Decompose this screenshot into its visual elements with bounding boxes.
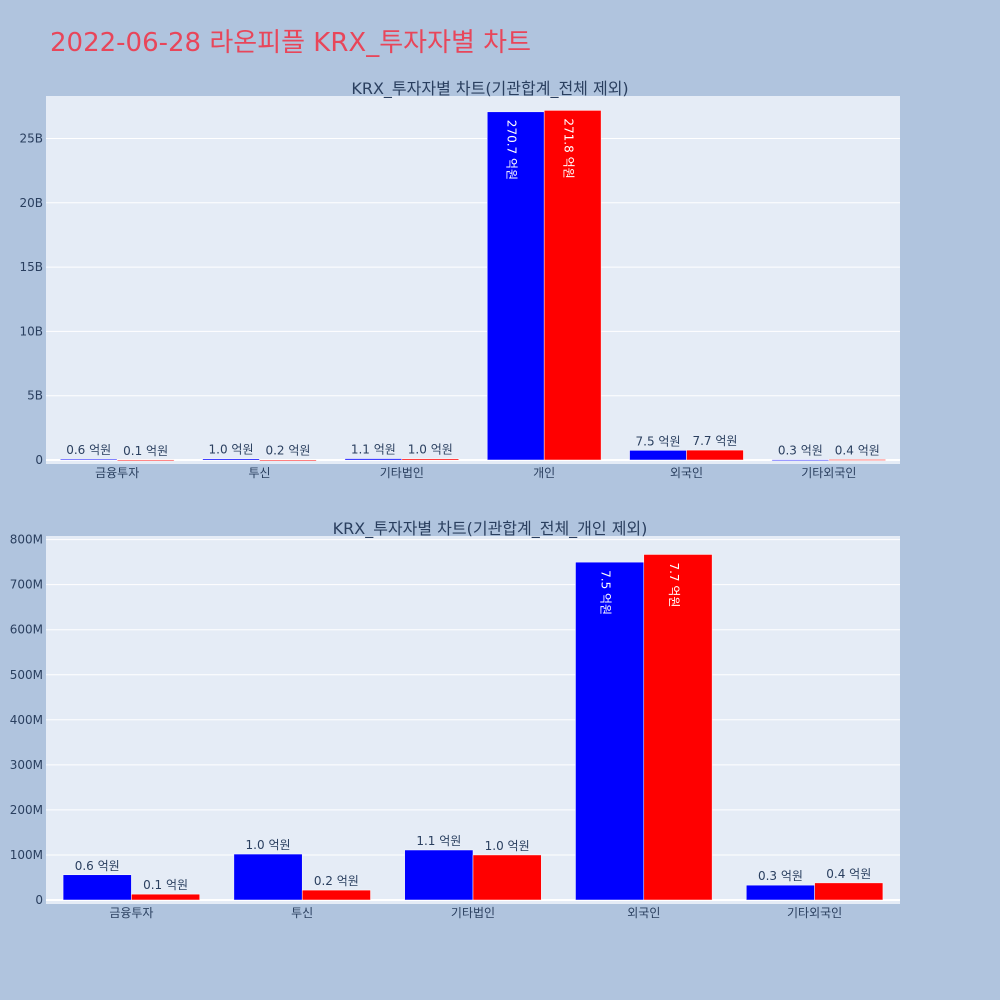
y-tick-label: 400M (10, 713, 43, 727)
bar-buy (629, 450, 687, 461)
y-tick-label: 300M (10, 758, 43, 772)
bar-sell (472, 854, 542, 901)
y-tick-label: 500M (10, 668, 43, 682)
data-label: 271.8 억원 (562, 118, 576, 178)
bar-buy (771, 459, 830, 461)
bar-buy (62, 874, 132, 901)
x-tick-label: 투신 (248, 466, 270, 480)
y-tick-label: 200M (10, 803, 43, 817)
x-tick-label: 기타법인 (380, 466, 424, 480)
data-label: 1.0 억원 (485, 839, 530, 853)
bar-buy (59, 458, 118, 461)
data-label: 7.7 억원 (667, 562, 681, 607)
data-label: 0.4 억원 (826, 867, 871, 881)
bar-sell (686, 449, 744, 461)
data-label: 0.3 억원 (778, 444, 823, 458)
bar-buy (575, 561, 645, 901)
data-label: 1.0 억원 (246, 838, 291, 852)
x-tick-label: 기타법인 (451, 906, 495, 920)
x-tick-label: 금융투자 (95, 466, 139, 480)
y-tick-label: 800M (10, 533, 43, 547)
bar-sell (131, 893, 200, 901)
y-tick-label: 600M (10, 623, 43, 637)
data-label: 0.6 억원 (75, 859, 120, 873)
bar-sell (643, 554, 713, 901)
y-tick-label: 0 (35, 453, 43, 467)
y-tick-label: 700M (10, 578, 43, 592)
data-label: 1.0 억원 (209, 443, 254, 457)
chart-title: KRX_투자자별 차트(기관합계_전체 제외) (351, 79, 628, 99)
data-label: 7.5 억원 (636, 434, 681, 448)
y-tick-label: 25B (19, 131, 43, 145)
x-tick-label: 투신 (291, 906, 313, 920)
y-tick-label: 0 (35, 893, 43, 907)
data-label: 0.3 억원 (758, 869, 803, 883)
x-tick-label: 개인 (533, 466, 555, 480)
bar-buy (233, 853, 303, 901)
bar-sell (543, 110, 602, 461)
x-tick-label: 금융투자 (109, 906, 153, 920)
bar-sell (116, 459, 175, 462)
bar-sell (401, 458, 460, 461)
x-tick-label: 기타외국인 (787, 906, 842, 920)
data-label: 0.2 억원 (314, 874, 359, 888)
bar-buy (404, 849, 474, 901)
data-label: 1.1 억원 (416, 834, 461, 848)
x-tick-label: 기타외국인 (801, 466, 856, 480)
x-tick-label: 외국인 (627, 906, 660, 920)
page-title: 2022-06-28 라온피플 KRX_투자자별 차트 (50, 28, 532, 58)
y-tick-label: 10B (19, 324, 43, 338)
bar-sell (301, 889, 371, 901)
data-label: 270.7 억원 (505, 120, 519, 180)
chart-title: KRX_투자자별 차트(기관합계_전체_개인 제외) (333, 519, 648, 539)
data-label: 0.1 억원 (123, 444, 168, 458)
chart-top: 0 5B 10B 15B 20B 25B KRX_투자자별 차트(기관합계_전체 제외) 금융… (19, 79, 900, 480)
data-label: 0.6 억원 (66, 443, 111, 457)
x-tick-label: 외국인 (670, 466, 703, 480)
y-tick-label: 100M (10, 848, 43, 862)
data-label: 0.2 억원 (265, 444, 310, 458)
y-tick-label: 20B (19, 196, 43, 210)
plot-area (46, 96, 900, 464)
y-tick-label: 15B (19, 260, 43, 274)
data-label: 1.0 억원 (408, 443, 453, 457)
bar-buy (746, 884, 815, 901)
bar-buy (202, 458, 260, 461)
data-label: 0.1 억원 (143, 878, 188, 892)
bar-sell (259, 459, 317, 461)
data-label: 0.4 억원 (835, 443, 880, 457)
data-label: 1.1 억원 (351, 443, 396, 457)
data-label: 7.5 억원 (599, 570, 613, 615)
bar-sell (828, 459, 887, 461)
bar-buy (344, 458, 403, 461)
bar-sell (814, 882, 884, 901)
data-label: 7.7 억원 (692, 434, 737, 448)
y-tick-label: 5B (27, 389, 43, 403)
chart-bottom: 0 100M 200M 300M 400M 500M 600M 700M 800M KRX_투자자… (10, 519, 900, 920)
